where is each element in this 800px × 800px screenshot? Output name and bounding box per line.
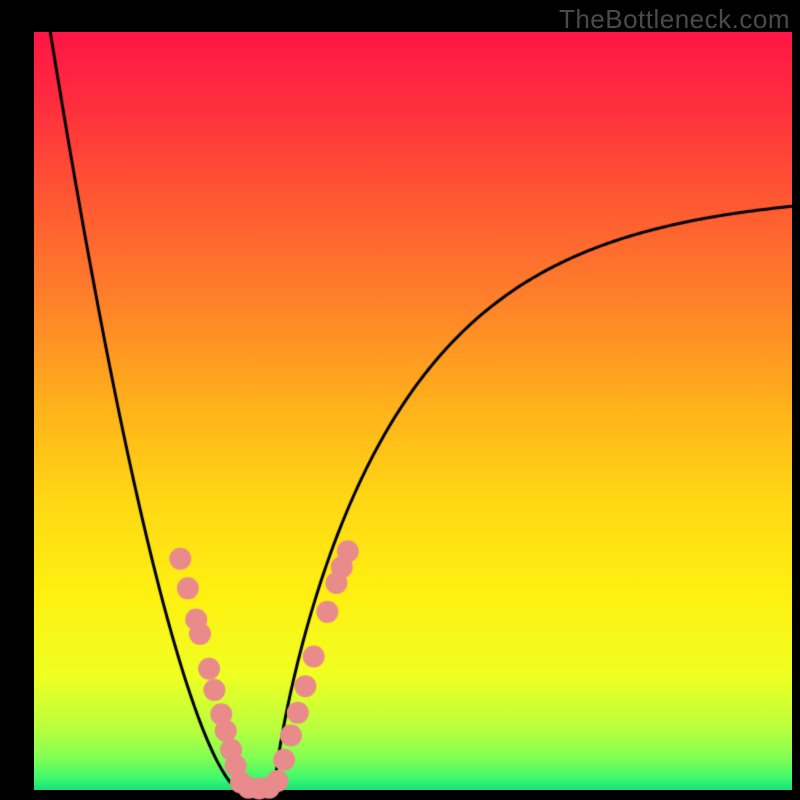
bottleneck-curve-canvas [0, 0, 800, 800]
watermark-text: TheBottleneck.com [559, 4, 790, 35]
